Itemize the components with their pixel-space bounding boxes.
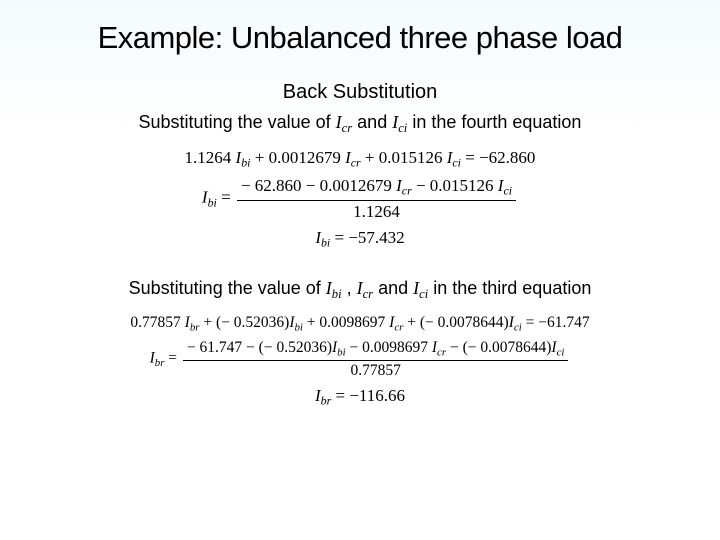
sub: cr xyxy=(342,121,353,135)
val: −116.66 xyxy=(349,386,405,405)
sub: ci xyxy=(398,121,407,135)
coef: 0.0012679 xyxy=(320,176,392,195)
body-line-1: Substituting the value of Icr and Ici in… xyxy=(10,112,710,136)
sub: br xyxy=(155,357,165,369)
den: 1.1264 xyxy=(237,201,516,222)
sub: ci xyxy=(419,287,428,301)
sub: ci xyxy=(452,155,461,169)
spacer xyxy=(10,256,710,278)
equation-6: Ibr = −116.66 xyxy=(10,386,710,409)
coef: 0.77857 xyxy=(130,314,180,331)
equation-5: Ibr = − 61.747 − (− 0.52036)Ibi − 0.0098… xyxy=(10,339,710,379)
equation-3: Ibi = −57.432 xyxy=(10,228,710,251)
coef: 0.0012679 xyxy=(269,148,341,167)
coef: 1.1264 xyxy=(185,148,232,167)
coef: − 0.0078644 xyxy=(468,339,547,356)
sub: ci xyxy=(503,184,512,198)
sub: bi xyxy=(208,196,217,210)
coef: − 0.52036 xyxy=(221,314,284,331)
sub: bi xyxy=(337,347,345,359)
sub: br xyxy=(321,393,332,407)
coef: 0.0098697 xyxy=(319,314,385,331)
text: Substituting the value of xyxy=(129,278,326,298)
text: in the fourth equation xyxy=(407,112,581,132)
sub: cr xyxy=(402,184,412,198)
text: and xyxy=(373,278,413,298)
sub: br xyxy=(190,321,200,333)
val: − 62.860 xyxy=(241,176,302,195)
val: − 61.747 xyxy=(187,339,242,356)
slide: Example: Unbalanced three phase load Bac… xyxy=(0,0,720,540)
equation-1: 1.1264 Ibi + 0.0012679 Icr + 0.015126 Ic… xyxy=(10,148,710,171)
sub: cr xyxy=(437,347,446,359)
equation-2: Ibi = − 62.860 − 0.0012679 Icr − 0.01512… xyxy=(10,176,710,222)
sub: bi xyxy=(321,235,330,249)
equation-4: 0.77857 Ibr + (− 0.52036)Ibi + 0.0098697… xyxy=(10,314,710,333)
sub: ci xyxy=(514,321,522,333)
sub: ci xyxy=(557,347,565,359)
den: 0.77857 xyxy=(183,361,568,380)
sub: bi xyxy=(294,321,302,333)
fraction: − 61.747 − (− 0.52036)Ibi − 0.0098697 Ic… xyxy=(183,339,568,379)
coef: 0.0098697 xyxy=(362,339,428,356)
sub: cr xyxy=(394,321,403,333)
val: −62.860 xyxy=(479,148,535,167)
slide-subtitle: Back Substitution xyxy=(10,81,710,104)
sub: cr xyxy=(351,155,361,169)
coef: − 0.0078644 xyxy=(425,314,504,331)
sub: bi xyxy=(241,155,250,169)
text: , xyxy=(342,278,357,298)
val: −61.747 xyxy=(538,314,589,331)
coef: 0.015126 xyxy=(430,176,494,195)
text: in the third equation xyxy=(428,278,591,298)
coef: 0.015126 xyxy=(379,148,443,167)
val: −57.432 xyxy=(348,228,404,247)
sub: bi xyxy=(332,287,342,301)
coef: − 0.52036 xyxy=(264,339,327,356)
sub: cr xyxy=(363,287,374,301)
text: and xyxy=(352,112,392,132)
body-line-2: Substituting the value of Ibi , Icr and … xyxy=(10,278,710,302)
text: Substituting the value of xyxy=(139,112,336,132)
slide-title: Example: Unbalanced three phase load xyxy=(10,20,710,56)
fraction: − 62.860 − 0.0012679 Icr − 0.015126 Ici … xyxy=(237,176,516,222)
